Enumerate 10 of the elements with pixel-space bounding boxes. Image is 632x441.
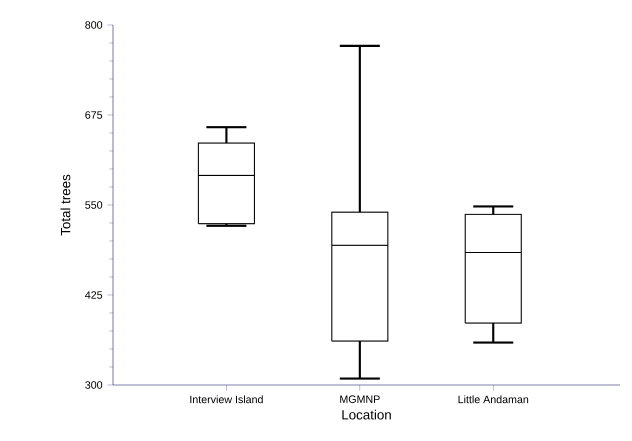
x-tick-label: MGMNP bbox=[340, 395, 380, 403]
y-tick-label: 300 bbox=[85, 381, 102, 389]
y-tick-label: 550 bbox=[85, 201, 102, 209]
x-tick-label: Little Andaman bbox=[458, 395, 528, 404]
y-tick-label: 425 bbox=[85, 291, 102, 299]
y-tick-label: 800 bbox=[85, 21, 102, 29]
x-axis-title: Location bbox=[342, 410, 391, 420]
y-axis-title: Total trees bbox=[60, 174, 70, 236]
x-tick-label: Interview Island bbox=[190, 395, 263, 404]
y-tick-label: 675 bbox=[85, 111, 102, 119]
